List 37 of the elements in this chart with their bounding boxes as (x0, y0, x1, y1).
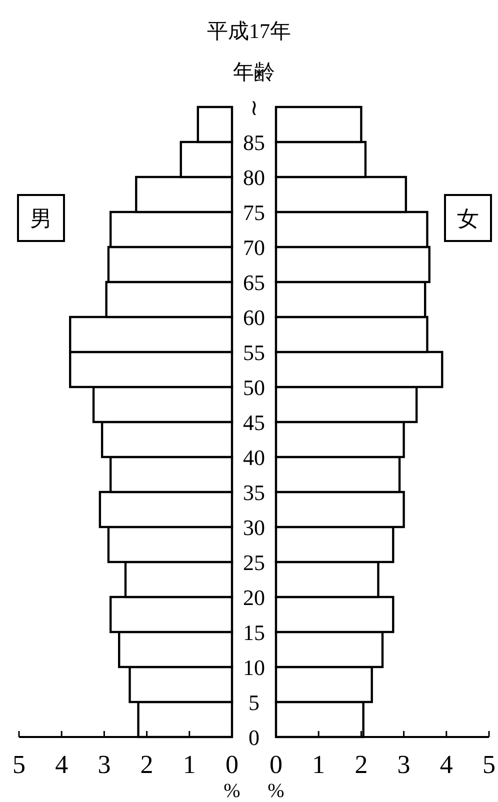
x-tick-label: 1 (182, 750, 196, 779)
y-tick-label: 25 (243, 550, 265, 575)
annotation: 女 (457, 206, 479, 231)
x-axis-title: % (268, 780, 284, 802)
x-tick-label: 5 (482, 750, 496, 779)
x-tick-label: 4 (55, 750, 68, 779)
x-tick-label: 4 (440, 750, 453, 779)
x-tick-label: 3 (397, 750, 410, 779)
annotation: 男 (30, 206, 52, 231)
y-tick-label: 60 (243, 305, 265, 330)
y-tick-label: 85 (243, 130, 265, 155)
x-tick-label: 2 (140, 750, 154, 779)
y-tick-label: 20 (243, 585, 265, 610)
y-tick-label: 80 (243, 165, 265, 190)
y-tick-label: 65 (243, 270, 265, 295)
x-tick-label: 0 (226, 750, 238, 779)
y-tick-label: 30 (243, 515, 265, 540)
y-tick-label: 10 (243, 655, 265, 680)
y-tick-label: 15 (243, 620, 265, 645)
chart-title: 平成17年 (207, 19, 291, 43)
y-tick-label: 5 (248, 690, 260, 715)
x-axis-title: % (224, 780, 240, 802)
y-tick-label: 55 (243, 340, 265, 365)
y-tick-label: 0 (248, 725, 260, 750)
x-tick-label: 3 (98, 750, 111, 779)
y-tick-label: 70 (243, 235, 265, 260)
x-tick-label: 2 (354, 750, 368, 779)
y-tick-label: 40 (243, 445, 265, 470)
y-tick-label: ≀ (250, 95, 258, 120)
x-tick-label: 1 (312, 750, 326, 779)
y-tick-label: 45 (243, 410, 265, 435)
y-tick-label: 75 (243, 200, 265, 225)
y-axis-title: 年齢 (233, 60, 275, 84)
y-tick-label: 35 (243, 480, 265, 505)
x-tick-label: 5 (12, 750, 26, 779)
x-tick-label: 0 (270, 750, 282, 779)
y-tick-label: 50 (243, 375, 265, 400)
